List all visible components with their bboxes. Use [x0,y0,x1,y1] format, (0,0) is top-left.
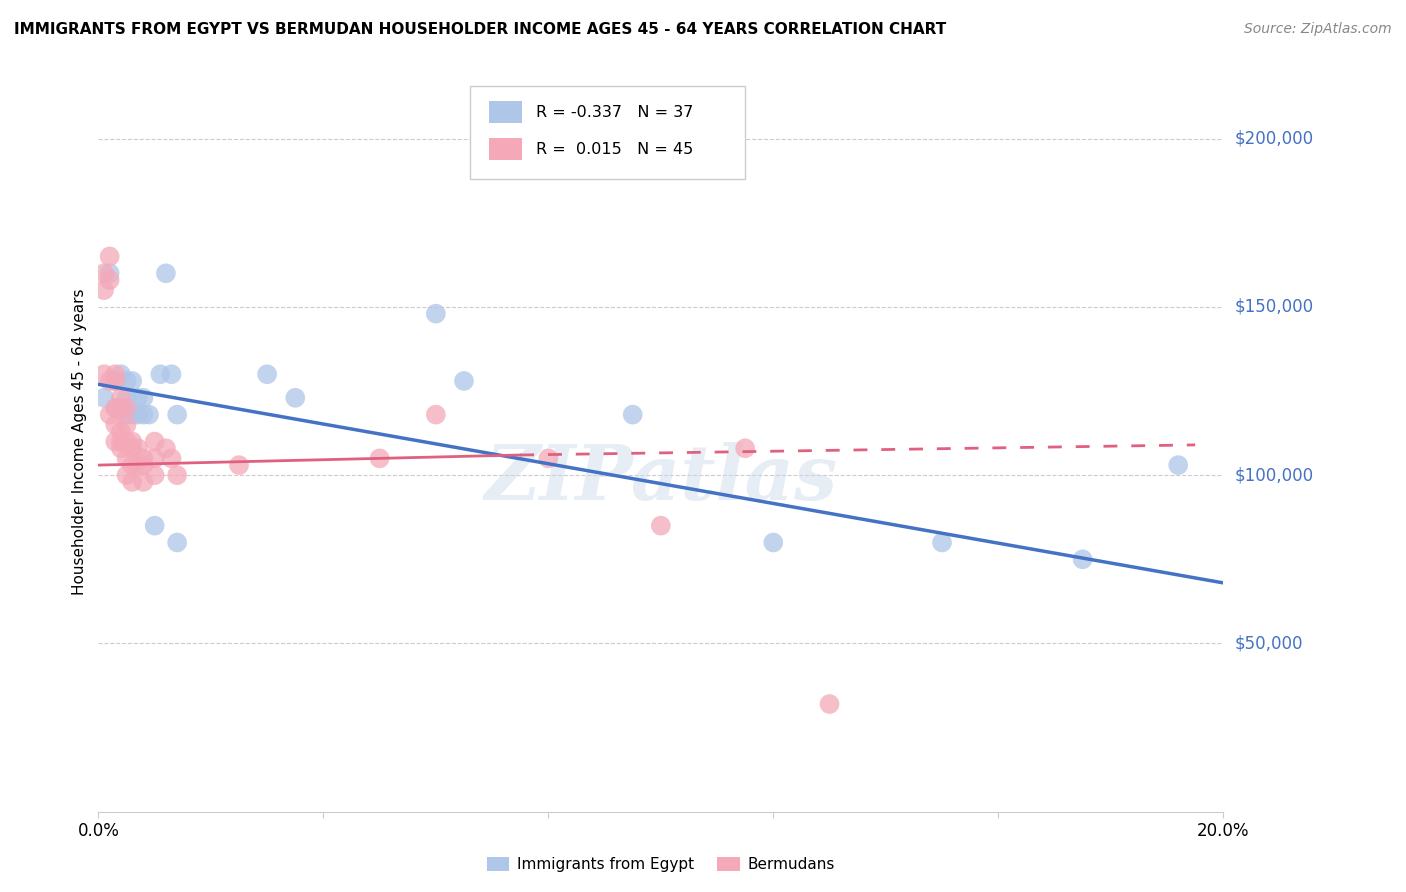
Point [93,391,115,405]
Point [734,442,756,456]
Point [132,451,155,466]
Point [132,408,155,422]
Point [127,408,149,422]
Point [93,368,115,382]
Point [121,374,143,388]
Point [537,451,560,466]
Point [160,368,183,382]
FancyBboxPatch shape [470,87,745,178]
Point [818,697,841,711]
Text: R = -0.337   N = 37: R = -0.337 N = 37 [536,104,693,120]
Point [166,408,188,422]
Point [115,401,138,415]
Point [284,391,307,405]
Text: $200,000: $200,000 [1234,129,1313,148]
Point [127,458,149,472]
Point [121,475,143,489]
Point [98,250,121,264]
Text: ZIPatlas: ZIPatlas [484,442,838,516]
Point [132,475,155,489]
Point [453,374,475,388]
Point [127,391,149,405]
Point [104,417,127,432]
Text: IMMIGRANTS FROM EGYPT VS BERMUDAN HOUSEHOLDER INCOME AGES 45 - 64 YEARS CORRELAT: IMMIGRANTS FROM EGYPT VS BERMUDAN HOUSEH… [14,22,946,37]
Point [110,425,132,439]
Point [166,468,188,483]
Point [256,368,278,382]
Point [762,535,785,549]
Point [93,283,115,297]
Point [98,273,121,287]
Point [110,434,132,449]
Point [127,442,149,456]
Text: Source: ZipAtlas.com: Source: ZipAtlas.com [1244,22,1392,37]
Point [138,408,160,422]
Point [1167,458,1189,472]
Text: R =  0.015   N = 45: R = 0.015 N = 45 [536,142,693,157]
Point [155,266,177,280]
Point [115,374,138,388]
Point [621,408,644,422]
Text: $100,000: $100,000 [1234,467,1313,484]
Point [650,518,672,533]
Bar [489,138,523,161]
Point [104,368,127,382]
Point [143,518,166,533]
Point [93,266,115,280]
Point [121,442,143,456]
Point [110,368,132,382]
Point [104,374,127,388]
Point [115,468,138,483]
Point [132,458,155,472]
Point [425,307,447,321]
Point [115,391,138,405]
Point [121,434,143,449]
Point [149,368,172,382]
Point [98,408,121,422]
Point [143,434,166,449]
Legend: Immigrants from Egypt, Bermudans: Immigrants from Egypt, Bermudans [481,851,841,878]
Bar [489,101,523,123]
Point [115,451,138,466]
Point [110,391,132,405]
Y-axis label: Householder Income Ages 45 - 64 years: Householder Income Ages 45 - 64 years [72,288,87,595]
Point [368,451,391,466]
Point [425,408,447,422]
Point [104,401,127,415]
Point [110,442,132,456]
Point [228,458,250,472]
Point [1071,552,1094,566]
Point [110,401,132,415]
Point [115,434,138,449]
Point [104,374,127,388]
Point [104,434,127,449]
Point [931,535,953,549]
Point [98,266,121,280]
Point [143,468,166,483]
Point [160,451,183,466]
Point [115,408,138,422]
Text: $150,000: $150,000 [1234,298,1313,316]
Point [110,401,132,415]
Point [121,408,143,422]
Point [104,401,127,415]
Point [115,417,138,432]
Point [98,374,121,388]
Point [143,451,166,466]
Point [132,391,155,405]
Point [166,535,188,549]
Point [121,458,143,472]
Text: $50,000: $50,000 [1234,634,1303,652]
Point [155,442,177,456]
